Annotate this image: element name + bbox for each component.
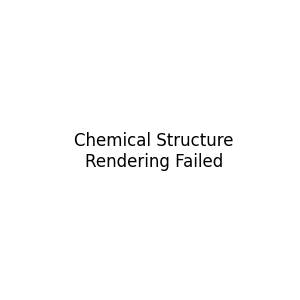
Text: Chemical Structure
Rendering Failed: Chemical Structure Rendering Failed — [74, 132, 233, 171]
